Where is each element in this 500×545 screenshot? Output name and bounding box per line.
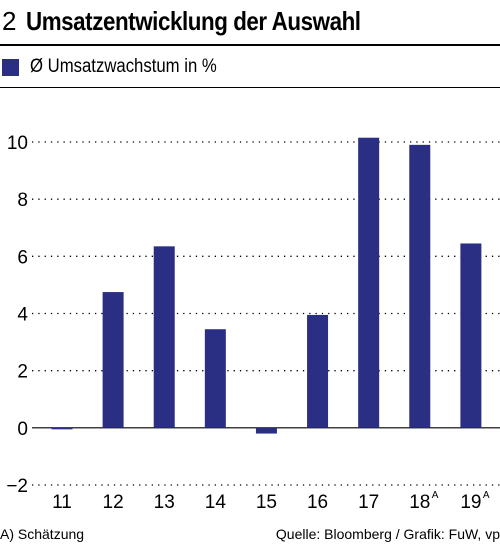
header-rule [0,44,500,46]
y-tick-label: 6 [17,247,28,268]
legend-label: Ø Umsatzwachstum in % [30,56,217,77]
x-tick-label: 16 [307,492,328,513]
x-tick-label: 18 [409,492,430,513]
y-tick-label: 8 [17,190,28,211]
bar-18 [409,144,431,428]
footnote: A) Schätzung [0,526,85,542]
legend-rule [0,87,500,88]
bar-13 [153,246,175,428]
y-tick-label: 4 [17,305,28,326]
bar-12 [102,292,124,428]
x-tick-label: 15 [256,492,277,513]
x-tick-label: 14 [205,492,227,513]
bar-16 [307,314,329,428]
x-tick-label: 13 [154,492,175,513]
figure-number: 2 [2,6,17,36]
bar-14 [204,329,226,428]
source-credit: Quelle: Bloomberg / Grafik: FuW, vp [275,526,500,542]
y-tick-label: 0 [17,419,28,440]
bar-19 [460,243,482,428]
bar-15 [255,427,277,434]
chart-title: Umsatzentwicklung der Auswahl [26,6,361,36]
bar-17 [358,137,380,428]
y-tick-label: −2 [6,476,28,497]
y-tick-label: 2 [17,362,28,383]
x-tick-superscript: A [483,490,490,501]
x-tick-label: 19 [460,492,481,513]
x-tick-label: 17 [358,492,379,513]
x-tick-label: 12 [103,492,124,513]
y-tick-label: 10 [7,133,28,154]
legend-swatch [2,59,19,76]
chart-header: 2 Umsatzentwicklung der Auswahl [0,0,500,48]
x-tick-label: 11 [52,492,72,513]
bar-11 [51,427,73,430]
x-tick-superscript: A [432,490,439,501]
